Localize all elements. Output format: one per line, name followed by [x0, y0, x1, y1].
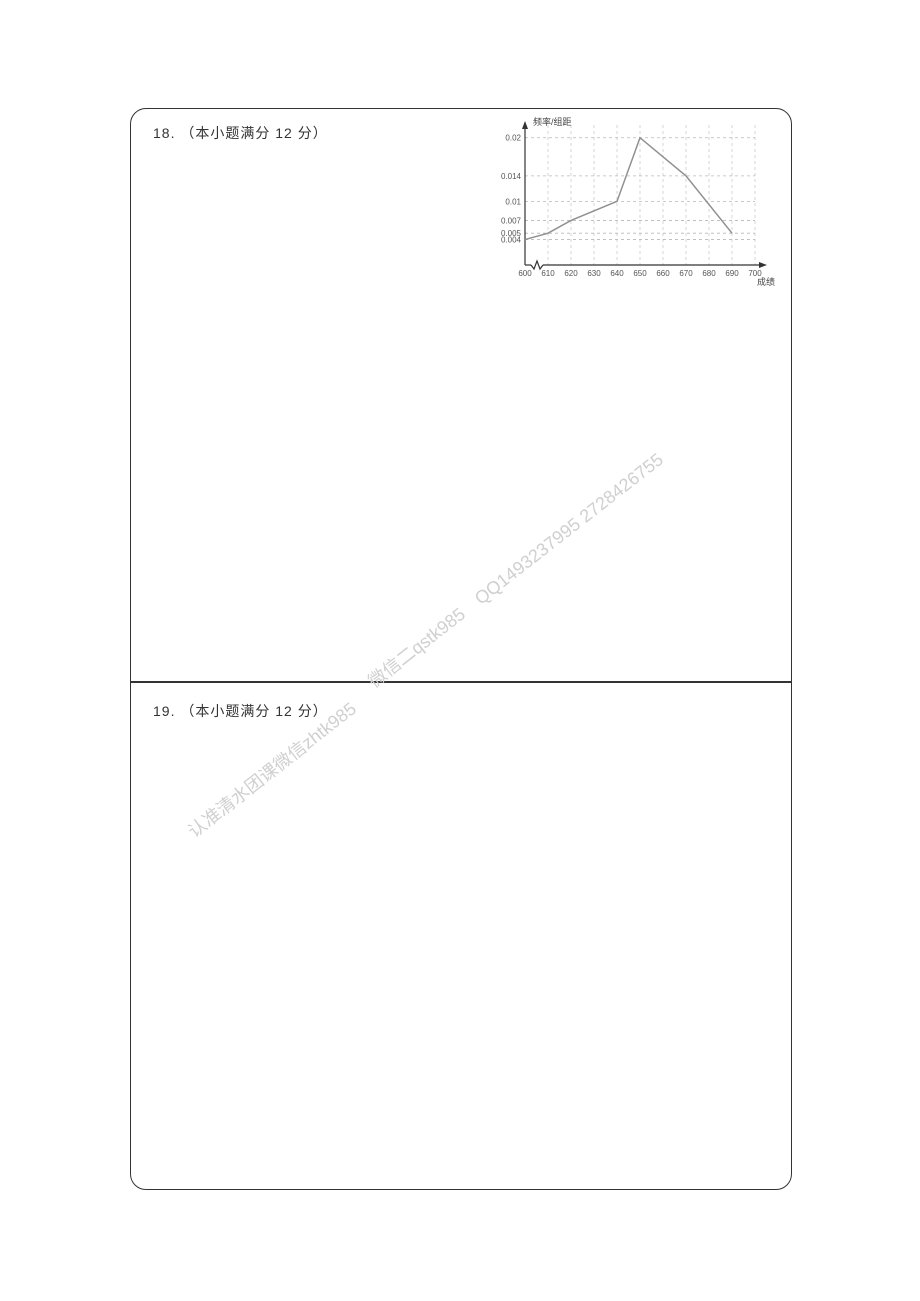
svg-text:0.02: 0.02: [505, 134, 521, 143]
svg-text:0.007: 0.007: [501, 216, 522, 225]
svg-text:600: 600: [518, 269, 532, 278]
svg-text:0.014: 0.014: [501, 172, 522, 181]
svg-text:0.01: 0.01: [505, 197, 521, 206]
section-divider: [131, 681, 791, 683]
question-18-title: 18. （本小题满分 12 分）: [153, 123, 328, 143]
svg-text:成绩: 成绩: [757, 276, 775, 287]
svg-text:630: 630: [587, 269, 601, 278]
svg-text:640: 640: [610, 269, 624, 278]
question-text: （本小题满分 12 分）: [180, 703, 327, 719]
question-text: （本小题满分 12 分）: [180, 125, 327, 141]
question-number: 18.: [153, 125, 175, 141]
svg-text:650: 650: [633, 269, 647, 278]
question-number: 19.: [153, 703, 175, 719]
svg-text:680: 680: [702, 269, 716, 278]
frequency-chart: 0.0040.0050.0070.010.0140.02600610620630…: [481, 115, 781, 290]
svg-text:620: 620: [564, 269, 578, 278]
svg-text:0.005: 0.005: [501, 229, 522, 238]
chart-svg: 0.0040.0050.0070.010.0140.02600610620630…: [481, 115, 781, 290]
svg-text:610: 610: [541, 269, 555, 278]
answer-sheet-container: 18. （本小题满分 12 分） 0.0040.0050.0070.010.01…: [130, 108, 792, 1190]
svg-text:690: 690: [725, 269, 739, 278]
svg-text:670: 670: [679, 269, 693, 278]
svg-text:频率/组距: 频率/组距: [533, 116, 572, 127]
svg-text:660: 660: [656, 269, 670, 278]
question-19-title: 19. （本小题满分 12 分）: [153, 701, 328, 721]
